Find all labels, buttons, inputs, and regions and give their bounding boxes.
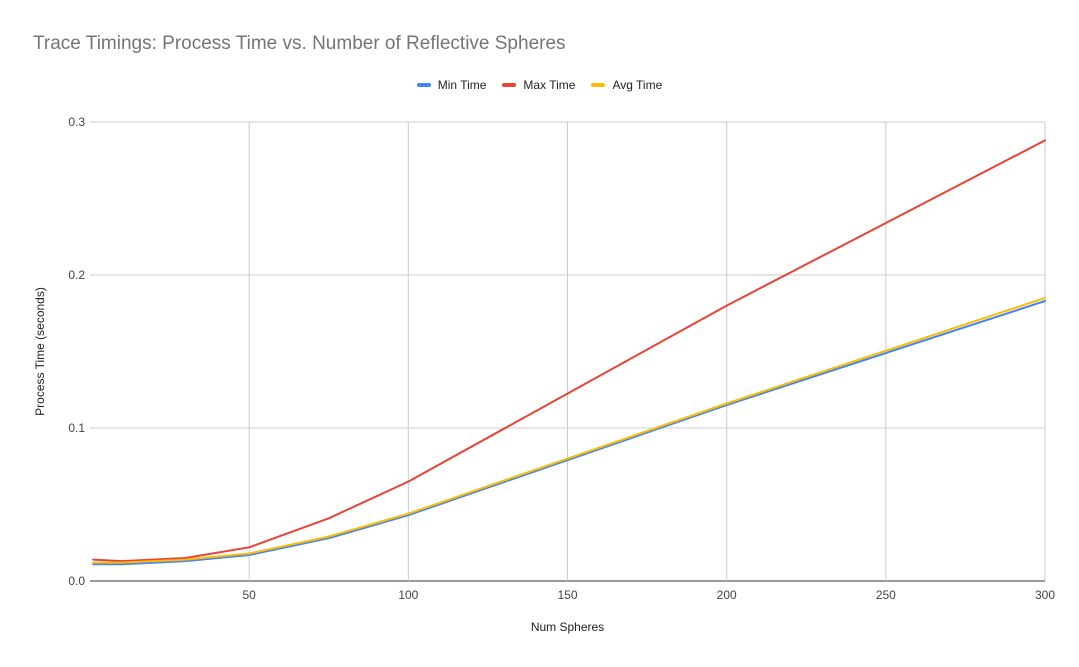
legend-label-max-time: Max Time bbox=[523, 78, 576, 92]
series-line-max-time bbox=[92, 139, 1046, 563]
x-tick-label: 150 bbox=[557, 588, 577, 602]
legend-swatch-avg-time bbox=[591, 83, 606, 87]
legend: Min Time Max Time Avg Time bbox=[0, 78, 1079, 92]
chart-title: Trace Timings: Process Time vs. Number o… bbox=[33, 33, 566, 54]
legend-swatch-min-time bbox=[416, 83, 431, 87]
x-tick-label: 300 bbox=[1035, 588, 1055, 602]
x-tick-label: 50 bbox=[242, 588, 256, 602]
x-tick-label: 200 bbox=[717, 588, 737, 602]
y-tick-label: 0.3 bbox=[68, 115, 85, 129]
y-tick-label: 0.1 bbox=[68, 421, 85, 435]
legend-swatch-max-time bbox=[502, 83, 517, 87]
legend-item-min-time[interactable]: Min Time bbox=[416, 78, 487, 92]
y-axis-label: Process Time (seconds) bbox=[33, 287, 47, 416]
series-line-avg-time bbox=[92, 296, 1046, 564]
legend-label-min-time: Min Time bbox=[437, 78, 487, 92]
x-tick-label: 100 bbox=[398, 588, 418, 602]
x-axis-label: Num Spheres bbox=[531, 620, 604, 634]
legend-item-max-time[interactable]: Max Time bbox=[502, 78, 575, 92]
legend-item-avg-time[interactable]: Avg Time bbox=[591, 78, 662, 92]
series-line-min-time bbox=[92, 300, 1046, 566]
y-tick-label: 0.2 bbox=[68, 268, 85, 282]
x-tick-label: 250 bbox=[876, 588, 896, 602]
y-tick-label: 0.0 bbox=[68, 574, 85, 588]
legend-label-avg-time: Avg Time bbox=[612, 78, 663, 92]
